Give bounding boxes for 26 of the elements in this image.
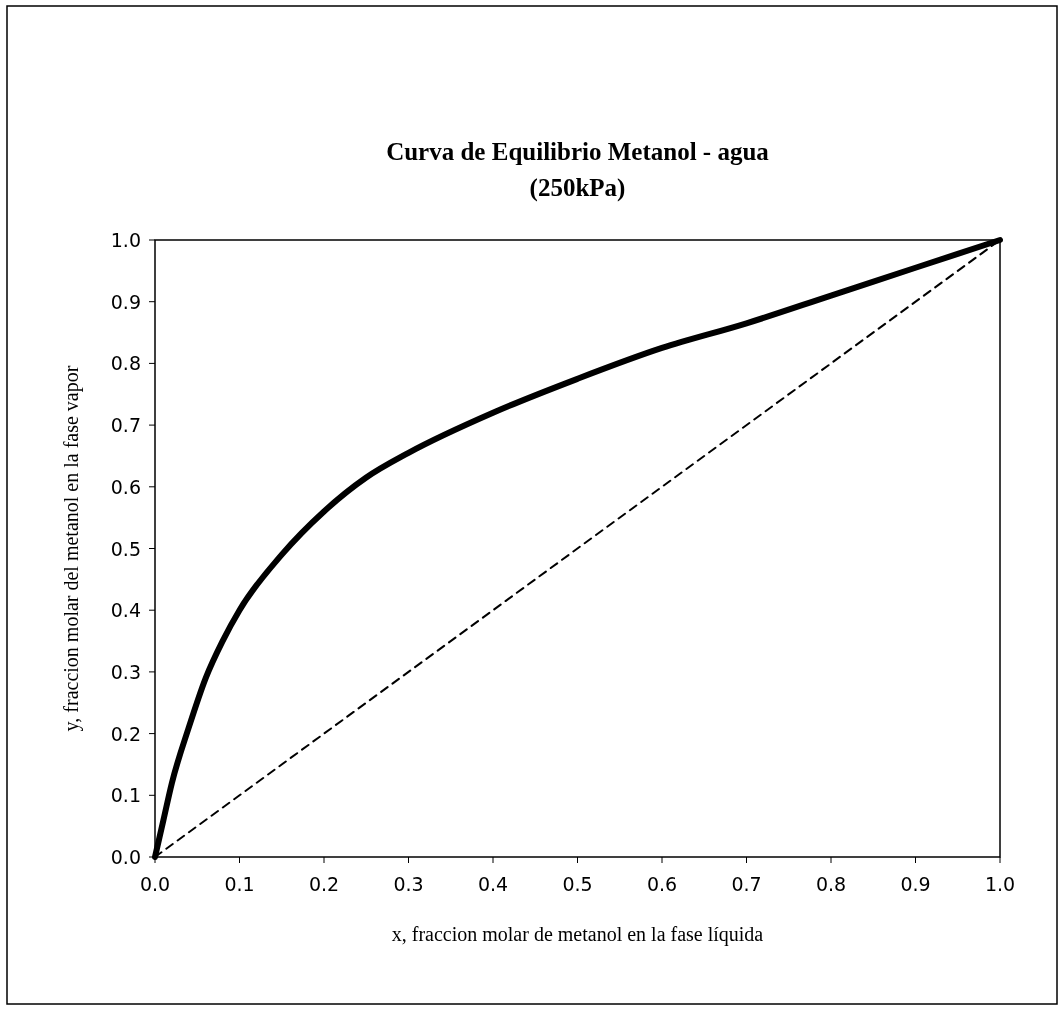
- x-axis-title: x, fraccion molar de metanol en la fase líquida: [391, 923, 764, 946]
- x-tick-label: 1.0: [984, 873, 1016, 895]
- y-tick-label: 0.1: [110, 784, 141, 807]
- chart-title: Curva de Equilibrio Metanol - agua: [386, 138, 770, 165]
- x-tick-label: 0.9: [900, 873, 931, 895]
- y-tick-label: 0.0: [110, 846, 141, 868]
- x-tick-label: 0.3: [393, 873, 424, 895]
- y-tick-label: 0.6: [110, 475, 141, 498]
- y-tick-label: 0.3: [110, 660, 141, 683]
- x-tick-label: 0.0: [139, 873, 171, 895]
- x-tick-label: 0.4: [477, 873, 509, 895]
- chart-subtitle: (250kPa): [529, 174, 626, 202]
- y-tick-label: 0.7: [110, 414, 141, 437]
- y-tick-label: 0.5: [110, 537, 141, 560]
- x-tick-label: 0.8: [815, 873, 847, 895]
- x-tick-label: 0.1: [224, 873, 255, 895]
- x-tick-label: 0.2: [308, 873, 340, 895]
- x-tick-label: 0.6: [646, 873, 678, 895]
- y-tick-label: 0.2: [110, 722, 141, 745]
- y-tick-label: 0.9: [110, 290, 141, 313]
- x-tick-label: 0.7: [731, 873, 762, 895]
- y-axis-title: y, fraccion molar del metanol en la fase vapor: [60, 365, 83, 732]
- x-tick-label: 0.5: [562, 873, 593, 895]
- y-tick-label: 1.0: [110, 229, 141, 251]
- y-tick-label: 0.8: [110, 352, 141, 375]
- y-tick-label: 0.4: [110, 599, 141, 622]
